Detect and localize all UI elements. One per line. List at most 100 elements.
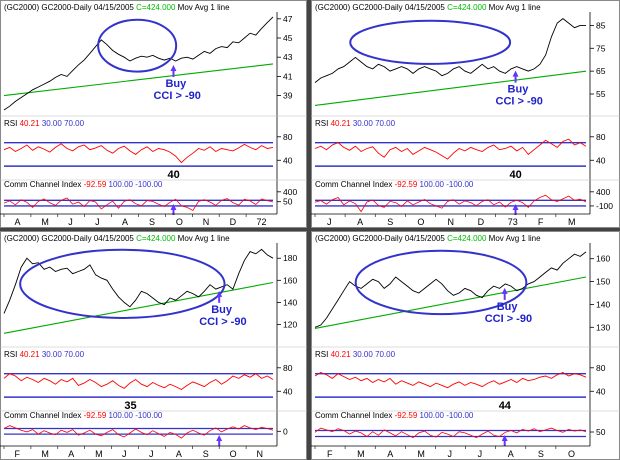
x-tick-label: M (357, 449, 365, 459)
y-tick-label: 75 (596, 43, 606, 53)
cci-label: Comm Channel Index (4, 411, 84, 420)
rsi-header: RSI 40.21 30.00 70.00 (4, 119, 85, 128)
highlight-ellipse (97, 18, 178, 73)
header-date: 04/15/2005 (405, 3, 447, 12)
highlight-ellipse (349, 19, 512, 65)
y-tick-label: 80 (283, 363, 293, 373)
rsi-header: RSI 40.21 30.00 70.00 (4, 350, 85, 359)
x-tick-label: F (327, 449, 333, 459)
rsi-low-level: 30.00 (42, 350, 64, 359)
panel-header: (GC2000) GC2000-Daily 04/15/2005 C=424.0… (315, 234, 541, 243)
y-tick-label: 50 (596, 427, 606, 437)
moving-average-line (314, 276, 587, 329)
cci-header: Comm Channel Index -92.59 100.00 -100.00 (315, 411, 474, 420)
x-tick-label: O (568, 449, 575, 459)
panel-header: (GC2000) GC2000-Daily 04/15/2005 C=424.0… (4, 234, 230, 243)
y-tick-label: 140 (596, 299, 610, 309)
y-tick-label: 80 (596, 132, 606, 142)
header-symbol: (GC2000) GC2000-Daily (315, 234, 405, 243)
buy-label: Buy (508, 84, 530, 96)
x-tick-label: 73 (508, 217, 518, 227)
rsi-line (314, 371, 587, 389)
rsi-value: 40.21 (20, 119, 42, 128)
moving-average-line (3, 281, 274, 334)
highlight-ellipse (354, 249, 528, 316)
highlight-ellipse (19, 248, 226, 319)
cci-upper-level: 100.00 (109, 180, 136, 189)
y-tick-label: 80 (596, 363, 606, 373)
cci-upper-level: 100.00 (109, 411, 136, 420)
y-tick-label: 41 (283, 71, 293, 81)
y-tick-label: 40 (283, 155, 293, 165)
chart-panel-1: (GC2000) GC2000-Daily 04/15/2005 C=424.0… (0, 0, 307, 228)
cci-header: Comm Channel Index -92.59 100.00 -100.00 (315, 180, 474, 189)
y-tick-label: 80 (283, 132, 293, 142)
y-tick-label: 130 (596, 322, 610, 332)
buy-arrow-icon (216, 290, 223, 303)
x-tick-label: S (149, 217, 155, 227)
y-tick-label: 65 (596, 66, 606, 76)
rsi-high-level: 70.00 (64, 119, 85, 128)
x-tick-label: J (122, 449, 127, 459)
rsi-callout-value: 35 (124, 400, 136, 412)
y-tick-label: 150 (596, 277, 610, 287)
x-tick-label: O (417, 217, 424, 227)
panel-header: (GC2000) GC2000-Daily 04/15/2005 C=424.0… (315, 3, 541, 12)
panel-frame (311, 231, 620, 460)
y-tick-label: 400 (283, 187, 297, 197)
header-symbol: (GC2000) GC2000-Daily (315, 3, 405, 12)
cci-label: Comm Channel Index (315, 411, 395, 420)
x-tick-label: S (203, 449, 209, 459)
y-tick-label: 85 (596, 20, 606, 30)
y-tick-label: 45 (283, 33, 293, 43)
rsi-callout-value: 40 (510, 169, 522, 181)
cci-lower-level: -100.00 (446, 180, 474, 189)
header-date: 04/15/2005 (405, 234, 447, 243)
y-tick-label: 160 (596, 254, 610, 264)
buy-label: Buy (165, 78, 187, 90)
x-tick-label: J (448, 449, 453, 459)
cci-arrow-icon (512, 204, 519, 215)
rsi-label: RSI (4, 350, 20, 359)
y-tick-label: 120 (283, 319, 297, 329)
moving-average-line (3, 63, 274, 97)
cci-line (314, 194, 587, 213)
cci-lower-level: -100.00 (446, 411, 474, 420)
header-close: C=424.000 (136, 3, 178, 12)
rsi-high-level: 70.00 (64, 350, 85, 359)
moving-average-line (314, 70, 587, 106)
cci-arrow-icon (170, 204, 177, 215)
rsi-callout-value: 44 (499, 400, 512, 412)
header-date: 04/15/2005 (94, 3, 136, 12)
buy-arrow-icon (501, 287, 508, 300)
rsi-label: RSI (4, 119, 20, 128)
rsi-label: RSI (315, 350, 331, 359)
x-tick-label: J (149, 449, 154, 459)
x-tick-label: N (203, 217, 210, 227)
rsi-low-level: 30.00 (353, 119, 375, 128)
x-tick-label: J (95, 217, 100, 227)
header-moving-average: Mov Avg 1 line (178, 3, 230, 12)
cci-line (314, 427, 587, 439)
price-line (3, 248, 274, 314)
cci-value: -92.59 (395, 411, 420, 420)
rsi-line (314, 138, 587, 160)
x-tick-label: M (95, 449, 103, 459)
x-tick-label: A (176, 449, 182, 459)
cci-value: -92.59 (395, 180, 420, 189)
rsi-low-level: 30.00 (353, 350, 375, 359)
y-tick-label: 40 (283, 386, 293, 396)
x-tick-label: D (230, 217, 237, 227)
x-tick-label: O (230, 449, 237, 459)
x-tick-label: A (357, 217, 363, 227)
header-symbol: (GC2000) GC2000-Daily (4, 234, 94, 243)
buy-condition-label: CCI > -90 (153, 90, 200, 102)
panel-frame (311, 0, 620, 228)
cci-header: Comm Channel Index -92.59 100.00 -100.00 (4, 180, 163, 189)
rsi-low-level: 30.00 (42, 119, 64, 128)
header-moving-average: Mov Avg 1 line (489, 234, 541, 243)
x-tick-label: A (14, 217, 20, 227)
rsi-header: RSI 40.21 30.00 70.00 (315, 350, 396, 359)
header-symbol: (GC2000) GC2000-Daily (4, 3, 94, 12)
y-tick-label: 50 (283, 197, 293, 207)
